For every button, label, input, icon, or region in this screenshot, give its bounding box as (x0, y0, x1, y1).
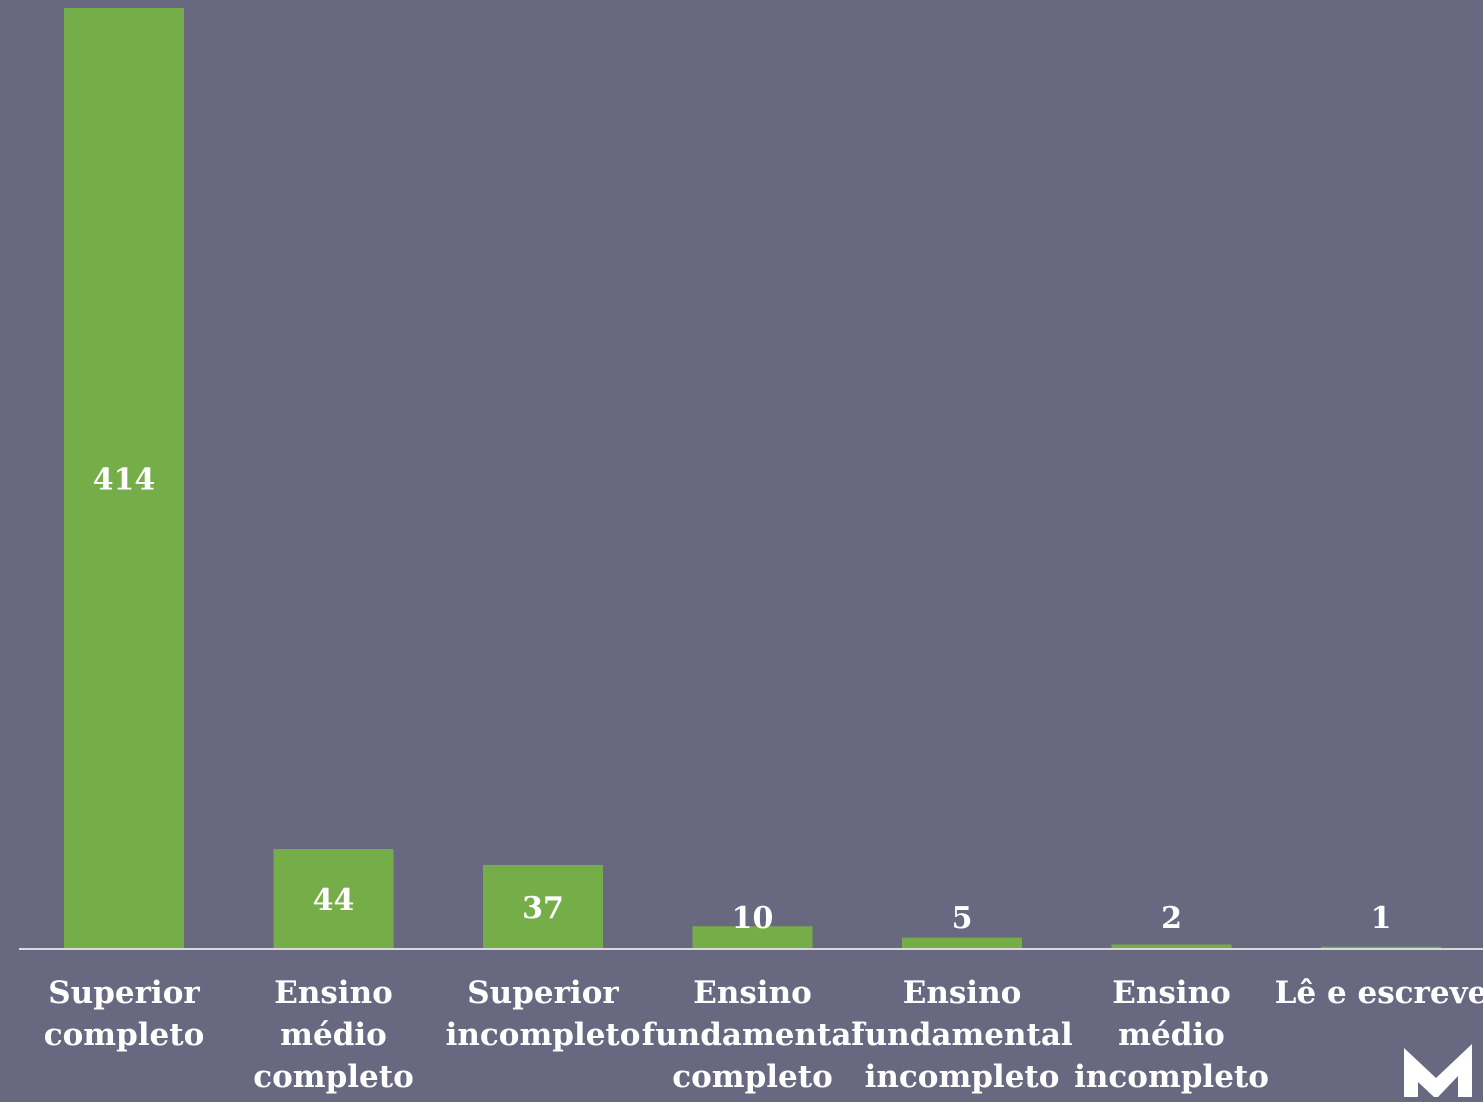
category-label-line: Superior (48, 975, 200, 1011)
m-logo-icon (1404, 1044, 1472, 1097)
bar-value-label: 414 (93, 463, 156, 498)
value-labels-layer: 414 44 37 10 5 2 1 (93, 463, 1392, 937)
category-label: Ensino médio completo (253, 975, 414, 1095)
category-label-line: fundamental (642, 1017, 863, 1053)
bar (1321, 946, 1441, 949)
category-label: Superior completo (44, 975, 205, 1053)
category-label-line: incompleto (1074, 1059, 1269, 1095)
category-label-line: Lê e escreve (1275, 975, 1483, 1011)
category-label: Ensino fundamental completo (642, 975, 863, 1095)
category-label-line: Ensino (903, 975, 1022, 1011)
bar (273, 848, 394, 949)
bar (1111, 944, 1232, 949)
category-label-line: fundamental (851, 1017, 1072, 1053)
bar-value-label: 37 (522, 891, 564, 926)
category-label-line: Ensino (693, 975, 812, 1011)
bar (483, 864, 603, 949)
bar-value-label: 44 (313, 883, 355, 918)
category-label-line: completo (672, 1059, 833, 1095)
category-label-line: Ensino (274, 975, 393, 1011)
category-label: Superior incompleto (446, 975, 641, 1053)
bar-value-label: 5 (952, 901, 973, 936)
category-label: Ensino fundamental incompleto (851, 975, 1072, 1095)
category-label-line: Superior (467, 975, 619, 1011)
bar-value-label: 1 (1371, 901, 1392, 936)
category-label-line: médio (1118, 1017, 1225, 1053)
bar (692, 926, 813, 949)
bar-value-label: 2 (1161, 901, 1182, 936)
bar (64, 8, 184, 949)
bar-value-label: 10 (732, 901, 774, 936)
category-label-line: médio (280, 1017, 387, 1053)
category-label-line: incompleto (865, 1059, 1060, 1095)
category-label-line: completo (44, 1017, 205, 1053)
category-label: Lê e escreve (1275, 975, 1483, 1011)
category-label-line: incompleto (446, 1017, 641, 1053)
category-label-line: Ensino (1112, 975, 1231, 1011)
bars-layer (64, 8, 1441, 949)
category-label-line: completo (253, 1059, 414, 1095)
bar (902, 937, 1022, 949)
category-label: Ensino médio incompleto (1074, 975, 1269, 1095)
